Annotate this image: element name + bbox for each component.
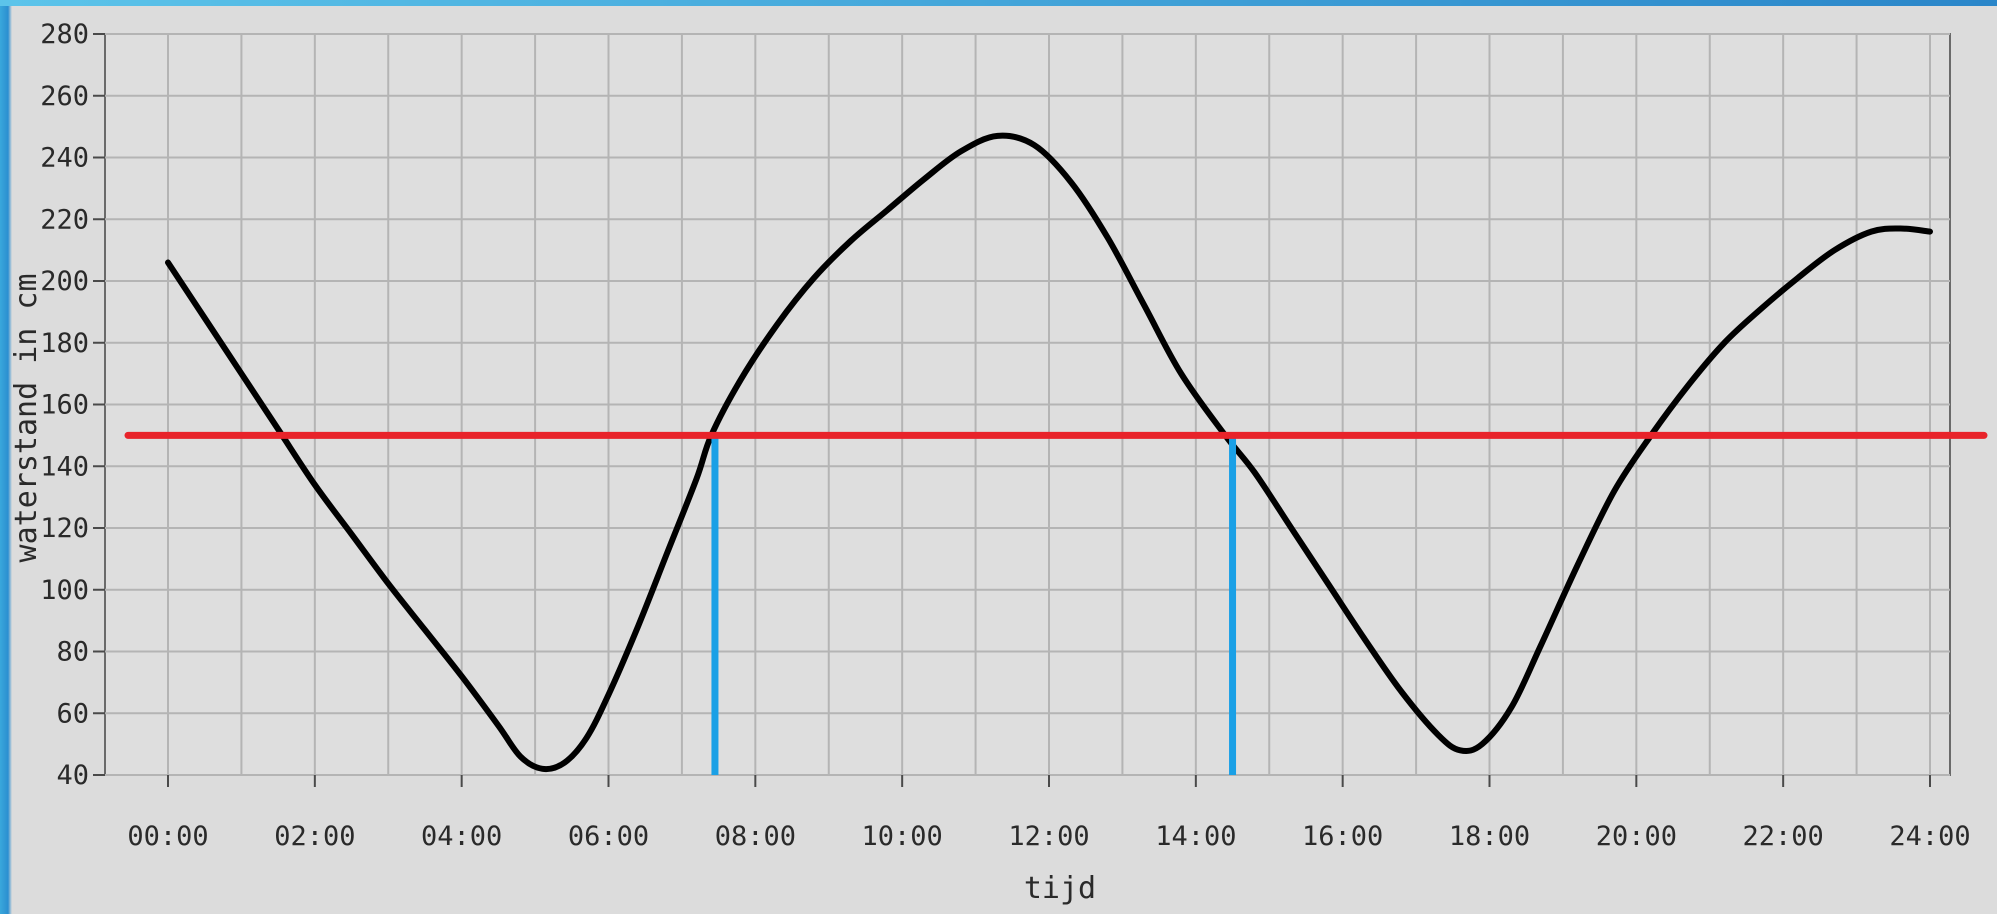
x-tick-label: 00:00 [127, 821, 208, 852]
x-tick-label: 12:00 [1008, 821, 1089, 852]
y-tick-label: 140 [40, 451, 89, 482]
y-axis-labels: 40 60 80 100 120 140 160 180 200 220 240 260 280 [40, 19, 89, 791]
x-tick-label: 10:00 [862, 821, 943, 852]
x-tick-label: 06:00 [568, 821, 649, 852]
series-line [165, 132, 1933, 773]
series-layer [165, 132, 1933, 773]
y-tick-label: 120 [40, 513, 89, 544]
y-tick-label: 100 [40, 575, 89, 606]
x-tick-label: 04:00 [421, 821, 502, 852]
y-tick-label: 220 [40, 204, 89, 235]
x-tick-label: 22:00 [1743, 821, 1824, 852]
y-tick-label: 200 [40, 266, 89, 297]
y-tick-label: 260 [40, 81, 89, 112]
x-tick-label: 16:00 [1302, 821, 1383, 852]
y-tick-label: 280 [40, 19, 89, 50]
x-tick-label: 02:00 [274, 821, 355, 852]
x-tick-label: 08:00 [715, 821, 796, 852]
y-tick-label: 40 [56, 760, 89, 791]
y-tick-label: 180 [40, 328, 89, 359]
y-tick-label: 60 [56, 698, 89, 729]
x-tick-label: 24:00 [1889, 821, 1970, 852]
x-axis-title: tijd [1024, 871, 1096, 906]
y-tick-label: 240 [40, 143, 89, 174]
x-tick-label: 14:00 [1155, 821, 1236, 852]
x-axis-labels: 00:00 02:00 04:00 06:00 08:00 10:00 12:00 14:00… [127, 821, 1970, 852]
y-tick-label: 80 [56, 637, 89, 668]
y-axis-title: waterstand in cm [9, 274, 44, 563]
y-tick-label: 160 [40, 390, 89, 421]
axis-ticks [93, 33, 1931, 787]
x-tick-label: 18:00 [1449, 821, 1530, 852]
x-tick-label: 20:00 [1596, 821, 1677, 852]
grid [105, 33, 1950, 776]
annotation-layer [124, 431, 1988, 775]
